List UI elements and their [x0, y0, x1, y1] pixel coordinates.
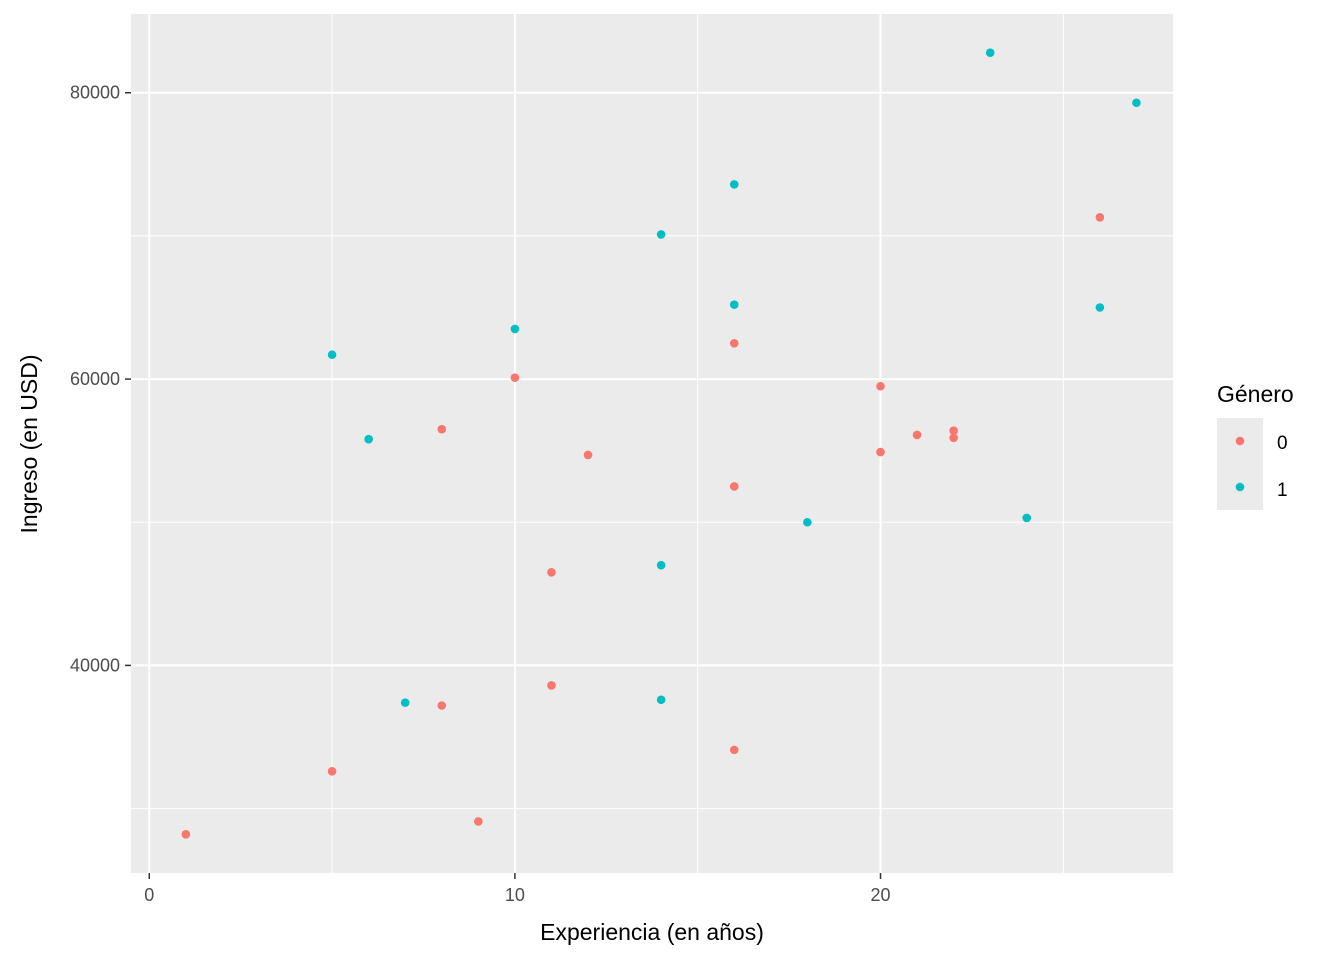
data-point-series-0	[547, 568, 556, 577]
legend-key-1	[1235, 482, 1245, 492]
x-tick-label: 20	[870, 885, 890, 905]
legend-label-0: 0	[1277, 433, 1288, 454]
data-point-series-1	[729, 180, 739, 189]
y-axis-title: Ingreso (en USD)	[16, 355, 42, 534]
data-point-series-1	[656, 695, 666, 705]
data-point-series-1	[1095, 303, 1105, 312]
data-point-series-0	[510, 373, 520, 382]
data-point-series-0	[181, 830, 191, 839]
data-point-series-0	[474, 817, 483, 826]
data-point-series-0	[949, 433, 958, 443]
data-point-series-1	[1132, 98, 1141, 108]
axis-ticks	[125, 91, 882, 879]
data-point-series-1	[656, 230, 666, 239]
data-point-series-0	[876, 381, 885, 391]
x-axis-tick-labels: 0 10 20	[144, 885, 890, 905]
major-gridlines	[131, 14, 1173, 873]
data-point-series-0	[327, 767, 337, 776]
data-point-series-1	[985, 48, 995, 57]
data-point-series-0	[729, 482, 739, 491]
data-point-series-0	[583, 450, 593, 460]
data-point-series-1	[1022, 513, 1032, 523]
data-point-series-1	[400, 698, 410, 707]
legend: Género 0 1	[1217, 381, 1294, 510]
y-axis-tick-labels: 40000 60000 80000	[70, 83, 120, 676]
data-point-series-0	[1095, 212, 1105, 222]
data-point-series-1	[510, 324, 520, 334]
data-point-series-1	[364, 434, 373, 444]
data-point-series-0	[437, 701, 447, 710]
y-tick-label: 80000	[70, 83, 120, 103]
legend-label-1: 1	[1277, 480, 1288, 501]
data-point-series-1	[327, 350, 337, 360]
panel-background	[131, 14, 1173, 873]
data-point-series-1	[803, 517, 812, 527]
data-point-series-0	[912, 430, 922, 440]
x-tick-label: 10	[505, 885, 525, 905]
y-tick-label: 60000	[70, 369, 120, 389]
legend-title: Género	[1217, 381, 1294, 407]
data-point-series-0	[547, 681, 556, 690]
minor-gridlines	[131, 14, 1173, 873]
x-tick-label: 0	[144, 885, 154, 905]
data-point-series-0	[437, 424, 447, 434]
data-point-series-0	[876, 447, 885, 457]
data-point-series-0	[729, 745, 739, 755]
y-tick-label: 40000	[70, 655, 120, 675]
data-point-series-1	[656, 560, 666, 570]
legend-key-0	[1235, 436, 1245, 446]
data-point-series-0	[949, 426, 958, 435]
x-axis-title: Experiencia (en años)	[540, 919, 764, 945]
data-points	[181, 48, 1141, 839]
data-point-series-1	[729, 300, 739, 309]
data-point-series-0	[729, 338, 739, 348]
